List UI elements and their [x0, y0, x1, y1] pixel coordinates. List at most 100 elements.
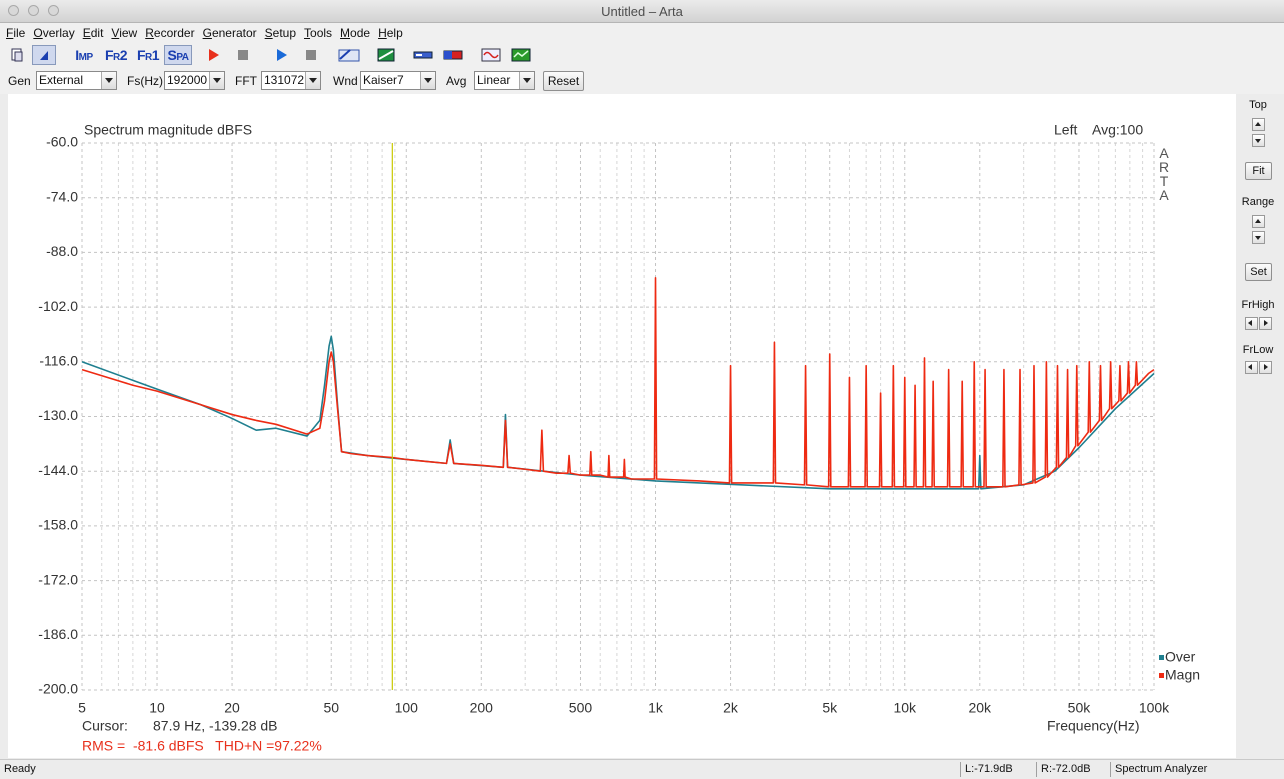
side-panel: Top Fit Range Set FrHigh FrLow [1238, 94, 1284, 758]
menu-item[interactable]: Tools [304, 26, 333, 40]
icon [443, 50, 463, 60]
y-tick-label: -200.0 [38, 681, 78, 697]
x-tick-label: 10 [149, 700, 165, 716]
new-button[interactable] [8, 45, 26, 65]
range-down[interactable] [1252, 231, 1265, 244]
toolbar: Imp Fr2 Fr1 Spa [0, 43, 1284, 67]
chart-title: Spectrum magnitude dBFS [84, 122, 252, 138]
icon [209, 49, 219, 61]
x-tick-label: 500 [569, 700, 593, 716]
menu-bar: File Overlay Edit View Recorder Generator Setu… [0, 23, 1284, 43]
top-down[interactable] [1252, 134, 1265, 147]
control-row: Reset Gen External Fs(Hz) 192000 FFT 131072 Wn… [0, 67, 1284, 94]
control-label: FFT [235, 74, 257, 88]
dropdown-arrow[interactable] [420, 72, 435, 89]
dropdown-value: Kaiser7 [363, 73, 404, 87]
frlow-left[interactable] [1245, 361, 1258, 374]
record-button[interactable] [204, 45, 222, 65]
set-button[interactable]: Set [1245, 263, 1272, 281]
y-tick-label: -102.0 [38, 298, 78, 314]
frlow-right[interactable] [1259, 361, 1272, 374]
x-tick-label: 5 [78, 700, 86, 716]
status-cell: Ready [4, 763, 36, 775]
menu-item[interactable]: View [111, 26, 138, 40]
stop-button[interactable] [234, 45, 252, 65]
control-label: Fs(Hz) [127, 74, 163, 88]
range-label: Range [1241, 196, 1275, 208]
legend-swatch [1159, 673, 1164, 678]
x-tick-label: 100k [1139, 700, 1170, 716]
x-tick-label: 200 [470, 700, 494, 716]
x-tick-label: 5k [822, 700, 838, 716]
y-tick-label: -130.0 [38, 407, 78, 423]
y-tick-label: -60.0 [46, 134, 78, 150]
control-label: Avg [446, 74, 467, 88]
x-tick-label: 50 [323, 700, 339, 716]
spectrum-line [81, 277, 1155, 488]
frlow-label: FrLow [1242, 344, 1274, 356]
icon [238, 50, 248, 60]
top-up[interactable] [1252, 118, 1265, 131]
dropdown-arrow[interactable] [101, 72, 116, 89]
dropdown-value: Linear [477, 73, 511, 87]
fit-button[interactable]: Fit [1245, 162, 1272, 180]
icon [481, 48, 501, 62]
menu-item[interactable]: File [6, 26, 26, 40]
frhigh-right[interactable] [1259, 317, 1272, 330]
meter-button[interactable] [412, 45, 434, 65]
mode-button[interactable]: Imp [75, 47, 93, 63]
generator-button[interactable] [480, 45, 502, 65]
dropdown[interactable]: External [36, 71, 117, 90]
menu-item[interactable]: Mode [340, 26, 371, 40]
mode-button[interactable]: Fr1 [136, 47, 160, 63]
plot-area: -60.0 -74.0 -88.0 -102.0 -116.0 -130.0 -144.0 -… [38, 122, 1200, 754]
level-button[interactable] [442, 45, 464, 65]
menu-item[interactable]: Edit [82, 26, 104, 40]
scope-button[interactable] [510, 45, 532, 65]
menu-item[interactable]: Recorder [145, 26, 195, 40]
x-tick-label: 50k [1068, 700, 1092, 716]
cursor-button[interactable] [32, 45, 56, 65]
dropdown[interactable]: Linear [474, 71, 535, 90]
dropdown-value: 192000 [167, 73, 208, 87]
x-tick-label: 20 [224, 700, 240, 716]
icon [511, 48, 531, 62]
icon [11, 48, 23, 62]
mode-button[interactable]: Spa [164, 45, 192, 65]
y-tick-label: -74.0 [46, 188, 78, 204]
icon [306, 50, 316, 60]
close-button[interactable] [8, 5, 19, 16]
dropdown-arrow[interactable] [519, 72, 534, 89]
dropdown-arrow[interactable] [209, 72, 224, 89]
menu-item[interactable]: Generator [202, 26, 257, 40]
minimize-button[interactable] [28, 5, 39, 16]
top-label: Top [1249, 99, 1267, 111]
reset-button[interactable]: Reset [543, 71, 584, 91]
spectrum-line [81, 335, 1155, 490]
play-button[interactable] [272, 45, 290, 65]
menu-item[interactable]: Help [378, 26, 403, 40]
window-title: Untitled – Arta [601, 4, 683, 19]
x-tick-label: 2k [723, 700, 739, 716]
menu-item[interactable]: Setup [264, 26, 297, 40]
range-up[interactable] [1252, 215, 1265, 228]
legend-swatch [1159, 655, 1164, 660]
dropdown[interactable]: 192000 [164, 71, 225, 90]
dropdown[interactable]: Kaiser7 [360, 71, 436, 90]
y-tick-label: -158.0 [38, 517, 78, 533]
stop-button[interactable] [302, 45, 320, 65]
chart-button[interactable] [376, 45, 396, 65]
abc-button[interactable] [336, 45, 362, 65]
zoom-button[interactable] [48, 5, 59, 16]
watermark: ARTA [1156, 145, 1172, 201]
cursor-label: Cursor: [82, 718, 128, 734]
menu-item[interactable]: Overlay [33, 26, 75, 40]
dropdown-arrow[interactable] [305, 72, 320, 89]
x-tick-label: 20k [968, 700, 992, 716]
mode-button[interactable]: Fr2 [104, 47, 128, 63]
frhigh-left[interactable] [1245, 317, 1258, 330]
dropdown[interactable]: 131072 [261, 71, 321, 90]
plot-panel: -60.0 -74.0 -88.0 -102.0 -116.0 -130.0 -144.0 -… [8, 94, 1236, 758]
